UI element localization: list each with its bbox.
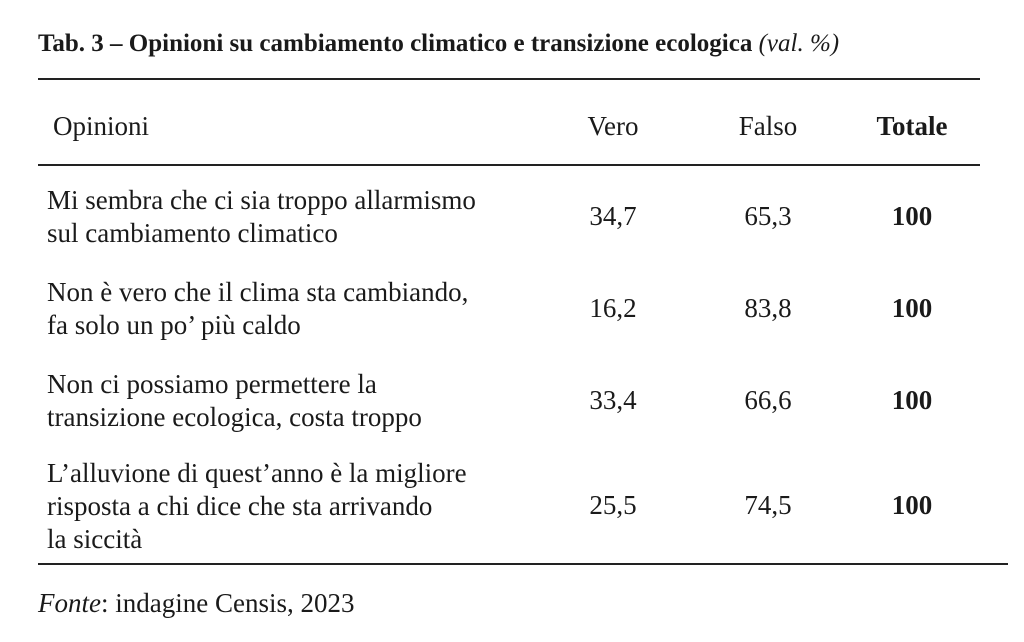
table-row-4-opinion-line-3: la siccità: [47, 524, 143, 554]
table-row-3-opinion: Non ci possiamo permettere la transizion…: [47, 368, 567, 434]
header-rule: [38, 164, 980, 166]
table-row-3-falso: 66,6: [744, 385, 792, 415]
column-header-totale: Totale: [876, 111, 948, 141]
table-row-3-totale: 100: [891, 385, 933, 415]
table-title-unit: (val. %): [758, 30, 840, 57]
table-row-1-opinion-line-2: sul cambiamento climatico: [47, 218, 338, 248]
table-row-2-falso: 83,8: [744, 293, 792, 323]
table-row-3-vero: 33,4: [589, 385, 637, 415]
table-row-1-opinion-line-1: Mi sembra che ci sia troppo allarmismo: [47, 185, 476, 215]
table-row-3-opinion-line-2: transizione ecologica, costa troppo: [47, 402, 422, 432]
column-header-falso: Falso: [738, 111, 798, 141]
table-row-1-totale: 100: [891, 201, 933, 231]
table-row-1-falso: 65,3: [744, 201, 792, 231]
table-row-2-vero: 16,2: [589, 293, 637, 323]
table-row-4-opinion-line-1: L’alluvione di quest’anno è la migliore: [47, 458, 467, 488]
source-text: : indagine Censis, 2023: [100, 588, 355, 618]
table-row-2-totale: 100: [891, 293, 933, 323]
top-rule: [38, 78, 980, 80]
bottom-rule: [38, 563, 1008, 565]
table-row-4-falso: 74,5: [744, 490, 792, 520]
table-title: Tab. 3 – Opinioni su cambiamento climati…: [38, 30, 839, 58]
table-row-3-opinion-line-1: Non ci possiamo permettere la: [47, 369, 377, 399]
table-row-4-totale: 100: [891, 490, 933, 520]
column-header-opinioni: Opinioni: [53, 111, 150, 141]
table-title-main: Tab. 3 – Opinioni su cambiamento climati…: [38, 30, 753, 57]
table-row-4-opinion: L’alluvione di quest’anno è la migliore …: [47, 457, 567, 556]
table-row-4-opinion-line-2: risposta a chi dice che sta arrivando: [47, 491, 433, 521]
table-row-2-opinion-line-1: Non è vero che il clima sta cambiando,: [47, 277, 469, 307]
table-row-2-opinion: Non è vero che il clima sta cambiando, f…: [47, 276, 567, 342]
table-row-2-opinion-line-2: fa solo un po’ più caldo: [47, 310, 301, 340]
table-row-1-opinion: Mi sembra che ci sia troppo allarmismo s…: [47, 184, 567, 250]
source-note: Fonte: indagine Censis, 2023: [38, 588, 354, 619]
column-header-vero: Vero: [587, 111, 639, 141]
table-row-1-vero: 34,7: [589, 201, 637, 231]
table-row-4-vero: 25,5: [589, 490, 637, 520]
source-label: Fonte: [38, 588, 101, 618]
